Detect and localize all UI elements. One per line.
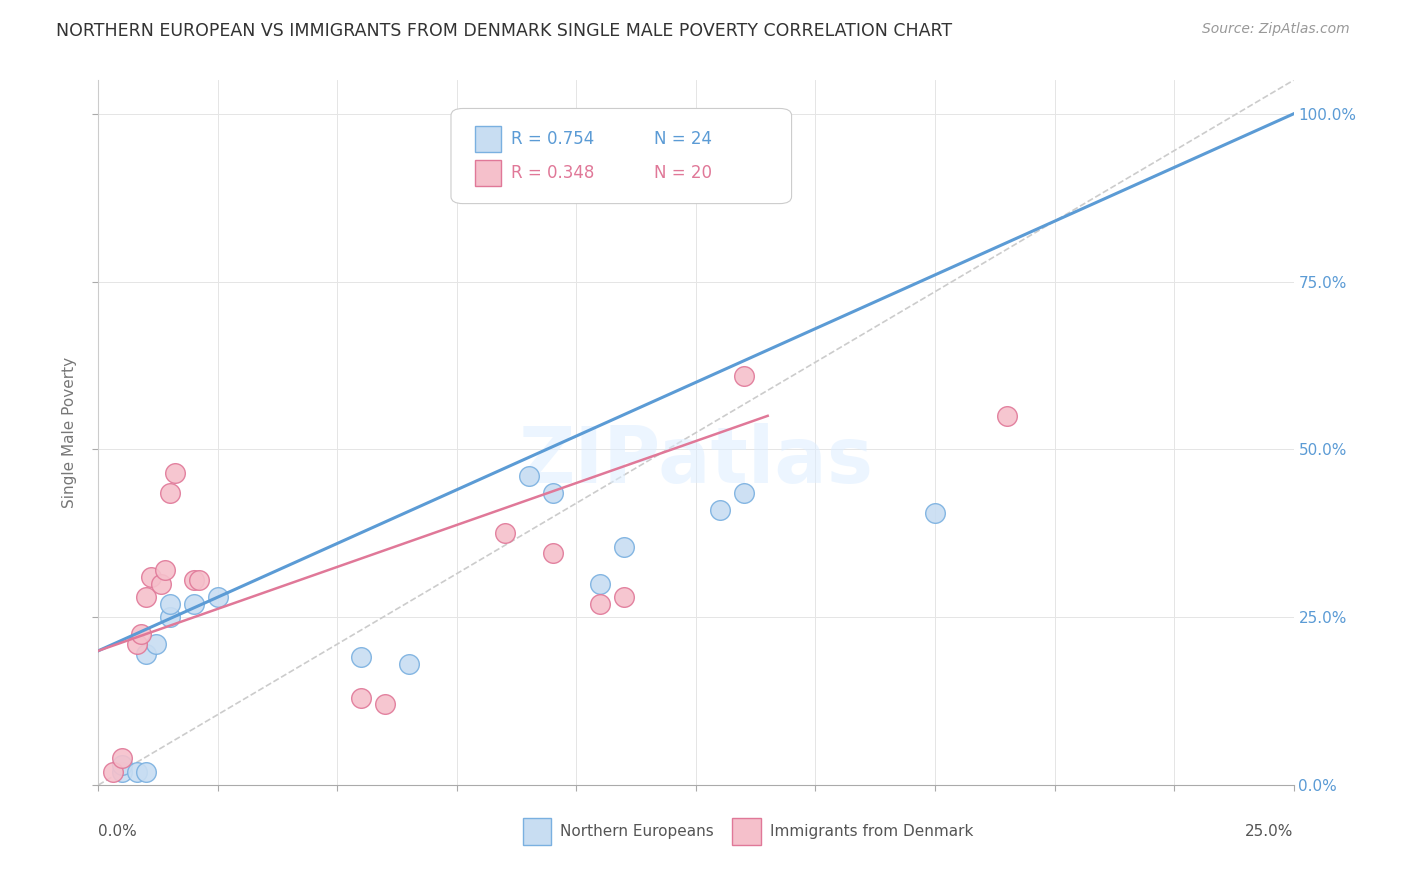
Text: Source: ZipAtlas.com: Source: ZipAtlas.com [1202,22,1350,37]
Point [125,637,148,651]
Text: Northern Europeans: Northern Europeans [560,824,713,839]
Point [187,574,209,588]
Point [155,563,177,577]
Point [111,764,134,779]
FancyBboxPatch shape [451,109,792,203]
Point [101,764,124,779]
Point [733,368,755,383]
Text: 0.0%: 0.0% [98,824,138,838]
Point [139,570,162,584]
Point [924,506,946,520]
Point [131,627,153,641]
Point [125,764,148,779]
Point [159,486,181,500]
Point [709,503,731,517]
Point [163,466,186,480]
Point [541,486,564,500]
Point [159,597,181,611]
Point [733,486,755,500]
Point [135,764,157,779]
Text: R = 0.348: R = 0.348 [510,164,595,182]
Text: 25.0%: 25.0% [1246,824,1294,838]
Point [183,574,205,588]
Point [149,576,172,591]
Point [111,757,134,772]
Point [135,590,157,604]
Point [135,647,157,661]
Text: N = 20: N = 20 [654,164,713,182]
Text: ZIPatlas: ZIPatlas [519,423,873,499]
Point [374,698,396,712]
Point [207,590,229,604]
Point [398,657,420,672]
Y-axis label: Single Male Poverty: Single Male Poverty [62,357,77,508]
Point [145,637,167,651]
Point [159,610,181,624]
Point [613,590,636,604]
FancyBboxPatch shape [523,818,551,845]
Point [494,526,516,541]
Text: N = 24: N = 24 [654,130,713,148]
FancyBboxPatch shape [733,818,761,845]
FancyBboxPatch shape [475,126,501,153]
Point [350,690,373,705]
Text: Immigrants from Denmark: Immigrants from Denmark [770,824,973,839]
Point [995,409,1018,423]
Text: R = 0.754: R = 0.754 [510,130,593,148]
Point [183,597,205,611]
FancyBboxPatch shape [475,160,501,186]
Text: NORTHERN EUROPEAN VS IMMIGRANTS FROM DENMARK SINGLE MALE POVERTY CORRELATION CHA: NORTHERN EUROPEAN VS IMMIGRANTS FROM DEN… [56,22,952,40]
Point [589,597,612,611]
Point [613,540,636,554]
Point [541,546,564,560]
Point [589,576,612,591]
Point [350,650,373,665]
Point [111,751,134,765]
Point [517,469,540,483]
